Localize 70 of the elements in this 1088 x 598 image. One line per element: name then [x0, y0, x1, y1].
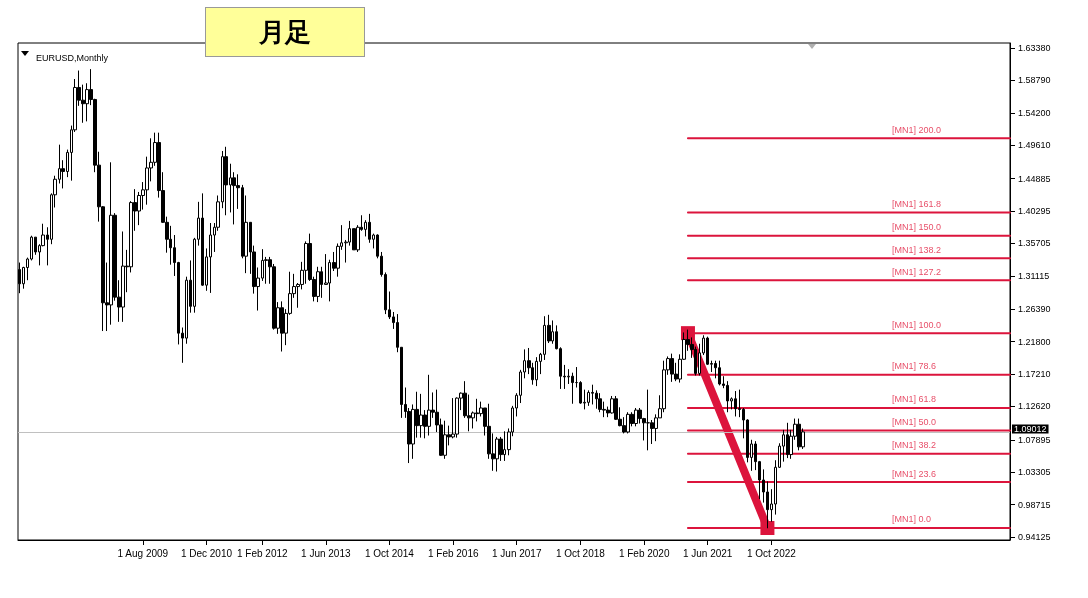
- candlestick: [598, 392, 602, 413]
- x-tick-label: 1 Jun 2017: [491, 547, 542, 559]
- y-tick-label: 1.49610: [1018, 140, 1051, 151]
- x-tick-label: 1 Jun 2021: [682, 547, 733, 559]
- candlestick: [797, 418, 801, 451]
- series-label: [MN1] 200.0: [892, 124, 942, 135]
- candlestick: [209, 222, 212, 294]
- candlestick: [316, 266, 320, 303]
- series-label: [MN1] 150.0: [892, 222, 942, 233]
- series-label: [MN1] 138.2: [892, 244, 942, 255]
- candlestick: [455, 396, 459, 439]
- series-label: [MN1] 50.0: [892, 417, 937, 428]
- y-tick-label: 1.35705: [1018, 238, 1051, 249]
- candlestick: [368, 213, 371, 244]
- candlestick: [280, 300, 284, 353]
- series-label: [MN1] 100.0: [892, 319, 942, 330]
- x-tick-label: 1 Oct 2022: [746, 547, 797, 559]
- candlestick: [734, 390, 737, 417]
- candlestick: [419, 393, 423, 439]
- candlestick: [443, 420, 447, 460]
- candlestick: [718, 360, 721, 386]
- candlestick: [535, 356, 538, 387]
- y-tick-label: 1.17210: [1018, 369, 1051, 380]
- candlestick: [571, 372, 574, 405]
- y-tick-label: 1.21800: [1018, 336, 1051, 347]
- title-box: 月足: [205, 7, 365, 57]
- candlestick: [224, 146, 228, 216]
- series-label: [MN1] 23.6: [892, 468, 937, 479]
- candlestick: [634, 407, 638, 427]
- candlestick: [591, 384, 594, 405]
- y-tick-label: 1.07895: [1018, 434, 1051, 445]
- text: EURUSD,Monthly: [36, 52, 109, 63]
- x-tick-label: 1 Oct 2018: [555, 547, 606, 559]
- x-tick-label: 1 Feb 2020: [618, 547, 670, 559]
- candlestick: [495, 436, 499, 473]
- x-tick-label: 1 Aug 2009: [117, 547, 169, 559]
- y-tick-label: 1.44885: [1018, 173, 1051, 184]
- candlestick: [595, 389, 598, 410]
- candlestick: [670, 353, 674, 383]
- x-tick-label: 1 Feb 2016: [427, 547, 479, 559]
- y-tick-label: 1.63380: [1018, 43, 1051, 54]
- candlestick: [726, 380, 729, 413]
- candlestick: [201, 192, 204, 287]
- x-tick-label: 1 Oct 2014: [364, 547, 415, 559]
- candlestick: [121, 230, 125, 323]
- y-tick-label: 1.58790: [1018, 75, 1051, 86]
- y-tick-label: 0.98715: [1018, 499, 1051, 510]
- candlestick: [646, 389, 650, 451]
- candlestick: [427, 374, 431, 437]
- series-label: [MN1] 161.8: [892, 198, 942, 209]
- y-tick-label: 1.40295: [1018, 206, 1051, 217]
- y-tick-label: 1.03305: [1018, 467, 1051, 478]
- y-tick-label: 1.12620: [1018, 401, 1051, 412]
- series-label: [MN1] 0.0: [892, 514, 932, 525]
- y-tick-label: 1.54200: [1018, 107, 1051, 118]
- ref-line-label: 1.09012: [1014, 423, 1047, 434]
- candlestick: [786, 422, 789, 459]
- candlestick: [551, 319, 554, 345]
- series-label: [MN1] 127.2: [892, 266, 942, 277]
- candlestick: [626, 411, 630, 434]
- series-label: [MN1] 61.8: [892, 394, 937, 405]
- y-tick-label: 0.94125: [1018, 532, 1051, 542]
- y-tick-label: 1.31115: [1018, 270, 1050, 281]
- x-tick-label: 1 Jun 2013: [301, 547, 351, 559]
- series-label: [MN1] 38.2: [892, 440, 937, 451]
- series-label: [MN1] 78.6: [892, 361, 937, 372]
- x-tick-label: 1 Feb 2012: [236, 547, 288, 559]
- y-tick-label: 1.26390: [1018, 304, 1051, 315]
- candlestick: [587, 389, 590, 407]
- x-tick-label: 1 Dec 2010: [180, 547, 233, 559]
